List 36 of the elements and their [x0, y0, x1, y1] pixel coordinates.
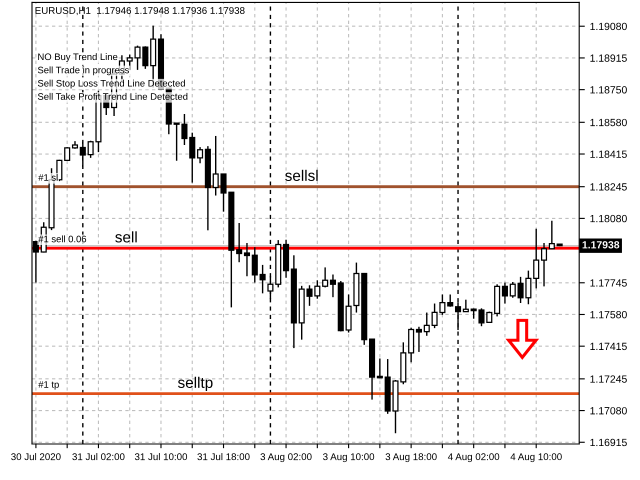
x-tick-label: 4 Aug 02:00	[448, 453, 500, 462]
y-tick-label: 1.17080	[590, 407, 627, 414]
annotation: #1 sl	[38, 174, 58, 181]
y-tick-label: 1.17245	[590, 375, 627, 383]
chart-title: EURUSD,H1 1.17946 1.17948 1.17936 1.17938	[36, 7, 245, 16]
annotation: #1 sell 0.06	[38, 235, 86, 242]
annotation: Sell Trade in progress	[38, 66, 129, 76]
x-tick-label: 30 Jul 2020	[11, 453, 61, 460]
y-tick-label: 1.18750	[590, 86, 627, 94]
y-tick-label: 1.19080	[590, 22, 627, 30]
y-tick-label: 1.18415	[590, 150, 627, 158]
candlestick	[478, 308, 485, 327]
y-tick-label: 1.16915	[590, 438, 627, 446]
annotation: #1 tp	[38, 381, 59, 390]
x-tick-label: 3 Aug 10:00	[323, 453, 374, 462]
candlestick	[306, 284, 313, 307]
y-tick-label: 1.17415	[590, 342, 627, 350]
y-tick-label: 1.18580	[590, 118, 627, 126]
x-tick-label: 3 Aug 02:00	[260, 453, 312, 462]
y-tick-label: 1.18080	[590, 214, 627, 222]
ref-line-label: 1.17938	[582, 241, 620, 248]
ref-line-label: sell	[115, 231, 137, 243]
y-tick-label: 1.18245	[590, 183, 627, 191]
x-tick-label: 4 Aug 10:00	[510, 453, 562, 462]
y-tick-label: 1.18915	[590, 54, 627, 62]
x-tick-label: 3 Aug 18:00	[386, 453, 437, 462]
y-tick-label: 1.17745	[590, 279, 627, 287]
ref-line-label: sellsl	[285, 170, 318, 182]
x-tick-label: 31 Jul 02:00	[72, 453, 125, 460]
x-tick-label: 31 Jul 18:00	[197, 453, 250, 460]
y-tick-label: 1.17580	[590, 310, 627, 318]
x-tick-label: 31 Jul 10:00	[134, 453, 188, 460]
annotation: NO Buy Trend Line	[38, 53, 118, 62]
annotation: Sell Stop Loss Trend Line Detected	[38, 80, 185, 88]
ref-line-label: selltp	[178, 376, 213, 392]
annotation: Sell Take Profit Trend Line Detected	[38, 92, 188, 100]
